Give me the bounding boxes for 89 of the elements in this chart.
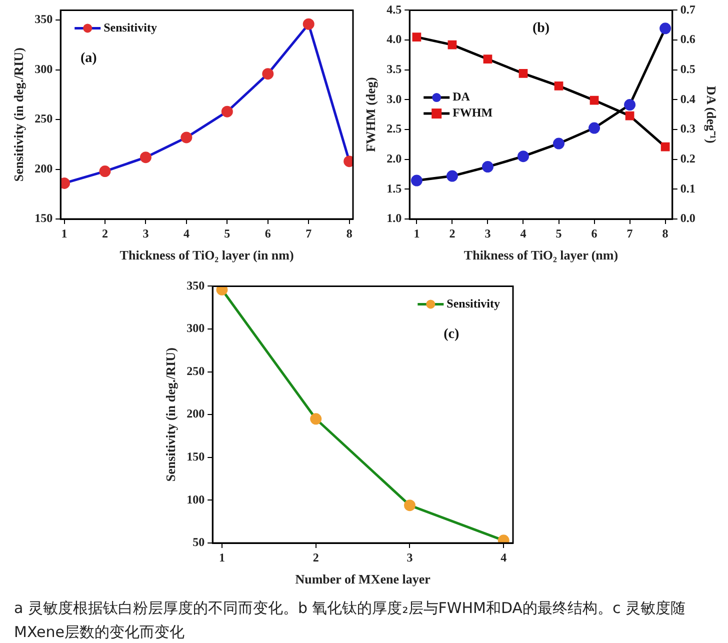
text: a 灵敏度根据钛白粉层厚度的不同而变化。b 氧化钛的厚度₂层与FWHM和DA的最终结构。c 灵敏度随MXene层数的变化而变化 <box>14 598 687 643</box>
point <box>310 413 322 425</box>
y2-tick-label: 0.4 <box>680 92 696 106</box>
y-tick-label: 350 <box>186 278 205 292</box>
y-axis-title: Sensitivity (in deg./RIU) <box>11 48 26 182</box>
y-tick-label: 150 <box>186 449 205 464</box>
point <box>180 132 192 144</box>
x-tick-label: 4 <box>183 226 190 240</box>
point <box>518 69 528 78</box>
x-tick-label: 2 <box>102 226 108 240</box>
point <box>140 152 152 164</box>
point <box>221 106 233 118</box>
y2-tick-label: 0.0 <box>680 211 696 226</box>
point <box>302 18 314 30</box>
y-tick-label: 2.5 <box>386 122 402 136</box>
y2-tick-label: 0.2 <box>680 151 696 166</box>
annotation: (c) <box>444 326 460 342</box>
point <box>412 32 422 42</box>
x-axis-title: Thickness of TiO₂ layer (in nm) <box>120 248 294 263</box>
x-tick-label: 4 <box>520 226 526 240</box>
x-tick-label: 4 <box>500 550 507 564</box>
y-axis-title: Sensitivity (in deg./RIU) <box>163 348 178 482</box>
y2-tick-label: 0.1 <box>680 181 696 196</box>
x-tick-label: 3 <box>484 226 491 240</box>
y2-axis-title: DA (deg⁻¹) <box>704 86 719 144</box>
point <box>404 500 416 512</box>
x-tick-label: 1 <box>218 550 225 564</box>
y-tick-label: 1.5 <box>386 181 402 196</box>
point <box>660 22 672 34</box>
point <box>554 82 564 90</box>
point <box>262 68 274 80</box>
point <box>625 111 634 120</box>
point <box>553 138 565 150</box>
legend-label: FWHM <box>452 106 493 120</box>
x-tick-label: 5 <box>556 226 562 240</box>
point <box>660 142 670 152</box>
y-tick-label: 250 <box>34 112 53 126</box>
annotation: (b) <box>532 20 550 36</box>
point <box>410 174 422 186</box>
x-axis-title: Thikness of TiO₂ layer (nm) <box>464 248 618 263</box>
y-tick-label: 4.0 <box>386 32 402 46</box>
y-tick-label: 200 <box>186 406 205 421</box>
y-tick-label: 350 <box>34 12 53 26</box>
x-tick-label: 6 <box>591 226 598 240</box>
y-tick-label: 1.0 <box>386 211 402 226</box>
point <box>216 286 228 296</box>
point <box>517 150 529 162</box>
x-axis-title: Number of MXene layer <box>295 572 431 587</box>
x-tick-label: 5 <box>224 226 230 240</box>
x-tick-label: 2 <box>312 550 319 564</box>
x-tick-label: 2 <box>449 226 456 240</box>
x-tick-label: 1 <box>61 226 68 240</box>
y-tick-label: 200 <box>34 161 53 176</box>
y-tick-label: 3.5 <box>386 62 402 76</box>
x-tick-label: 3 <box>142 226 149 240</box>
y2-tick-label: 0.5 <box>680 62 696 76</box>
point <box>446 170 458 182</box>
legend-label: Sensitivity <box>104 20 157 34</box>
legend-label: Sensitivity <box>446 296 500 310</box>
y2-tick-label: 0.6 <box>680 32 696 46</box>
x-tick-label: 3 <box>406 550 413 564</box>
y-tick-label: 300 <box>34 62 53 76</box>
annotation: (a) <box>80 50 98 66</box>
point <box>482 161 494 173</box>
y-tick-label: 250 <box>186 364 205 378</box>
y2-tick-label: 0.7 <box>680 2 696 16</box>
y-tick-label: 100 <box>186 492 205 506</box>
y-tick-label: 50 <box>192 535 205 550</box>
y-tick-label: 2.0 <box>386 151 402 166</box>
y-tick-label: 3.0 <box>386 92 402 106</box>
x-tick-label: 8 <box>346 226 352 240</box>
point <box>99 166 111 178</box>
y-tick-label: 4.5 <box>386 2 402 16</box>
point <box>448 40 457 50</box>
y-axis-title: FWHM (deg) <box>363 77 378 152</box>
legend-label: DA <box>452 90 470 104</box>
x-tick-label: 1 <box>414 226 420 240</box>
y-tick-label: 300 <box>186 321 205 336</box>
x-tick-label: 8 <box>662 226 668 240</box>
x-tick-label: 7 <box>306 226 312 240</box>
x-tick-label: 7 <box>626 226 633 240</box>
point <box>498 534 510 543</box>
point <box>590 96 599 105</box>
y2-tick-label: 0.3 <box>680 122 696 136</box>
x-tick-label: 6 <box>264 226 271 240</box>
point <box>483 54 492 64</box>
y-tick-label: 150 <box>34 211 53 226</box>
point <box>588 122 600 134</box>
point <box>624 99 636 111</box>
